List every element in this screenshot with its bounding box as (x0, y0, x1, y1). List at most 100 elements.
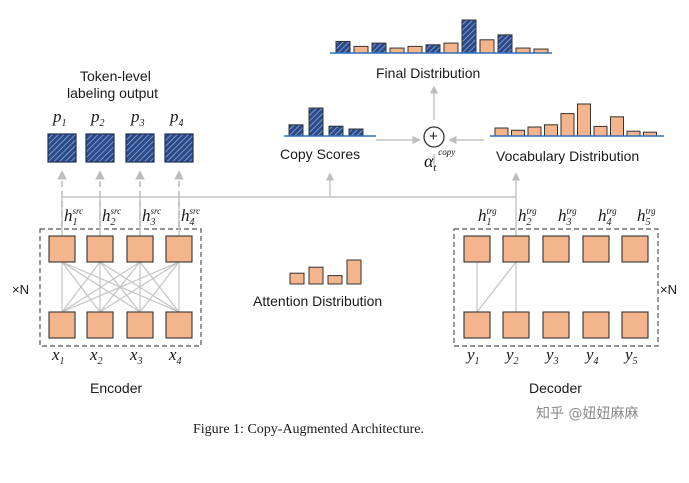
decoder-hidden-label-4-base: h (598, 206, 607, 225)
decoder-input-label-1-sub: 1 (474, 356, 480, 367)
output-square-3 (125, 133, 155, 163)
alpha-copy-weight: αtcopy (424, 148, 455, 174)
decoder-input-label-4-base: y (586, 345, 594, 364)
vocabulary-distribution-bars (494, 103, 657, 137)
decoder-hidden-label-3-sub: 3 (566, 217, 572, 228)
encoder-input-label-2: x2 (90, 346, 103, 367)
encoder-hidden-label-4-base: h (181, 206, 190, 225)
decoder-input-node-2 (502, 311, 530, 339)
decoder-hidden-label-1: h1trg (478, 207, 497, 228)
encoder-hidden-label-1-sub: 1 (72, 217, 78, 228)
encoder-hidden-node-2 (86, 235, 114, 263)
alpha-symbol: α (424, 151, 434, 171)
encoder-input-label-4-base: x (169, 345, 177, 364)
encoder-input-label-4: x4 (169, 346, 182, 367)
vocabulary-distribution-label: Vocabulary Distribution (496, 148, 640, 164)
decoder-input-label-5-base: y (625, 345, 633, 364)
output-label-4-sub: 4 (178, 118, 184, 129)
encoder-input-node-3 (126, 311, 154, 339)
encoder-hidden-label-3-sup: src (150, 206, 162, 216)
decoder-input-label-4-sub: 4 (593, 356, 599, 367)
attention-distribution-label: Attention Distribution (253, 293, 383, 309)
final-bar-2 (353, 45, 369, 54)
encoder-nodes (48, 235, 193, 339)
vocabulary-bar-5 (560, 113, 575, 137)
alpha-subscript: t (433, 163, 437, 174)
output-label-1-sub: 1 (61, 118, 67, 129)
encoder-hidden-label-2: h2src (102, 207, 121, 228)
decoder-hidden-label-1-sub: 1 (486, 217, 492, 228)
decoder-input-label-3-base: y (546, 345, 554, 364)
decoder-input-label-3-sub: 3 (553, 356, 559, 367)
attention-bar-2 (308, 266, 324, 285)
decoder-hidden-label-1-sup: trg (486, 206, 497, 216)
decoder-hidden-label-4-sup: trg (606, 206, 617, 216)
decoder-hidden-label-5-sub: 5 (645, 217, 651, 228)
final-distribution-label: Final Distribution (376, 65, 481, 81)
output-square-2 (85, 133, 115, 163)
watermark: 知乎 @妞妞麻麻 (536, 406, 639, 422)
encoder-hidden-node-1 (48, 235, 76, 263)
decoder-connections (476, 261, 517, 313)
decoder-label: Decoder (529, 380, 582, 396)
decoder-input-label-1-base: y (467, 345, 475, 364)
vocabulary-bar-4 (544, 124, 558, 137)
output-arrows (57, 170, 184, 227)
decoder-hidden-label-4-sub: 4 (606, 217, 612, 228)
decoder-hidden-node-3 (542, 235, 570, 263)
final-bar-3 (371, 42, 387, 54)
vocabulary-bar-3 (527, 126, 542, 137)
encoder-hidden-node-3 (126, 235, 154, 263)
copy-scores-bars (288, 107, 364, 137)
output-label-1-base: p (53, 107, 62, 126)
output-squares (47, 133, 194, 163)
final-bar-6 (425, 44, 441, 54)
decoder-hidden-label-5-base: h (637, 206, 646, 225)
attention-bar-3 (327, 275, 343, 285)
encoder-input-label-1-base: x (52, 345, 60, 364)
encoder-hidden-label-2-base: h (102, 206, 111, 225)
copy-scores-label: Copy Scores (280, 146, 361, 162)
output-label-2-base: p (91, 107, 100, 126)
encoder-input-label-3-sub: 3 (137, 356, 143, 367)
final-bar-8 (461, 19, 477, 54)
plus-circle-icon (423, 126, 445, 148)
decoder-hidden-label-5-sup: trg (645, 206, 656, 216)
encoder-input-node-1 (48, 311, 76, 339)
encoder-label: Encoder (90, 380, 143, 396)
output-label-2-sub: 2 (99, 118, 105, 129)
decoder-hidden-node-5 (621, 235, 649, 263)
output-label-3: p3 (131, 108, 145, 129)
output-square-1 (47, 133, 77, 163)
vocabulary-bar-7 (593, 125, 608, 137)
copy-scores-bar-1 (288, 124, 304, 137)
output-label-3-base: p (131, 107, 140, 126)
vocabulary-bar-1 (494, 127, 509, 137)
decoder-nodes (463, 235, 649, 339)
copy-scores-bar-4 (348, 128, 364, 137)
encoder-hidden-label-4-sub: 4 (189, 217, 195, 228)
output-label-1: p1 (53, 108, 67, 129)
decoder-input-label-3: y3 (546, 346, 559, 367)
encoder-input-label-1-sub: 1 (59, 356, 65, 367)
final-bar-5 (407, 45, 423, 54)
decoder-hidden-label-2: h2trg (518, 207, 537, 228)
decoder-input-node-5 (621, 311, 649, 339)
output-label-2: p2 (91, 108, 105, 129)
encoder-hidden-label-1-base: h (64, 206, 73, 225)
encoder-input-label-4-sub: 4 (176, 356, 182, 367)
output-label-4-base: p (170, 107, 179, 126)
final-bar-10 (497, 34, 513, 54)
decoder-input-label-5: y5 (625, 346, 638, 367)
figure-caption: Figure 1: Copy-Augmented Architecture. (193, 422, 424, 437)
decoder-input-node-4 (582, 311, 610, 339)
encoder-hidden-label-1: h1src (64, 207, 83, 228)
decoder-hidden-node-1 (463, 235, 491, 263)
encoder-hidden-label-4: h4src (181, 207, 200, 228)
decoder-input-label-4: y4 (586, 346, 599, 367)
decoder-hidden-label-4: h4trg (598, 207, 617, 228)
attention-distribution-bars (289, 259, 362, 285)
decoder-hidden-label-3-base: h (558, 206, 567, 225)
encoder-hidden-label-3-sub: 3 (150, 217, 156, 228)
